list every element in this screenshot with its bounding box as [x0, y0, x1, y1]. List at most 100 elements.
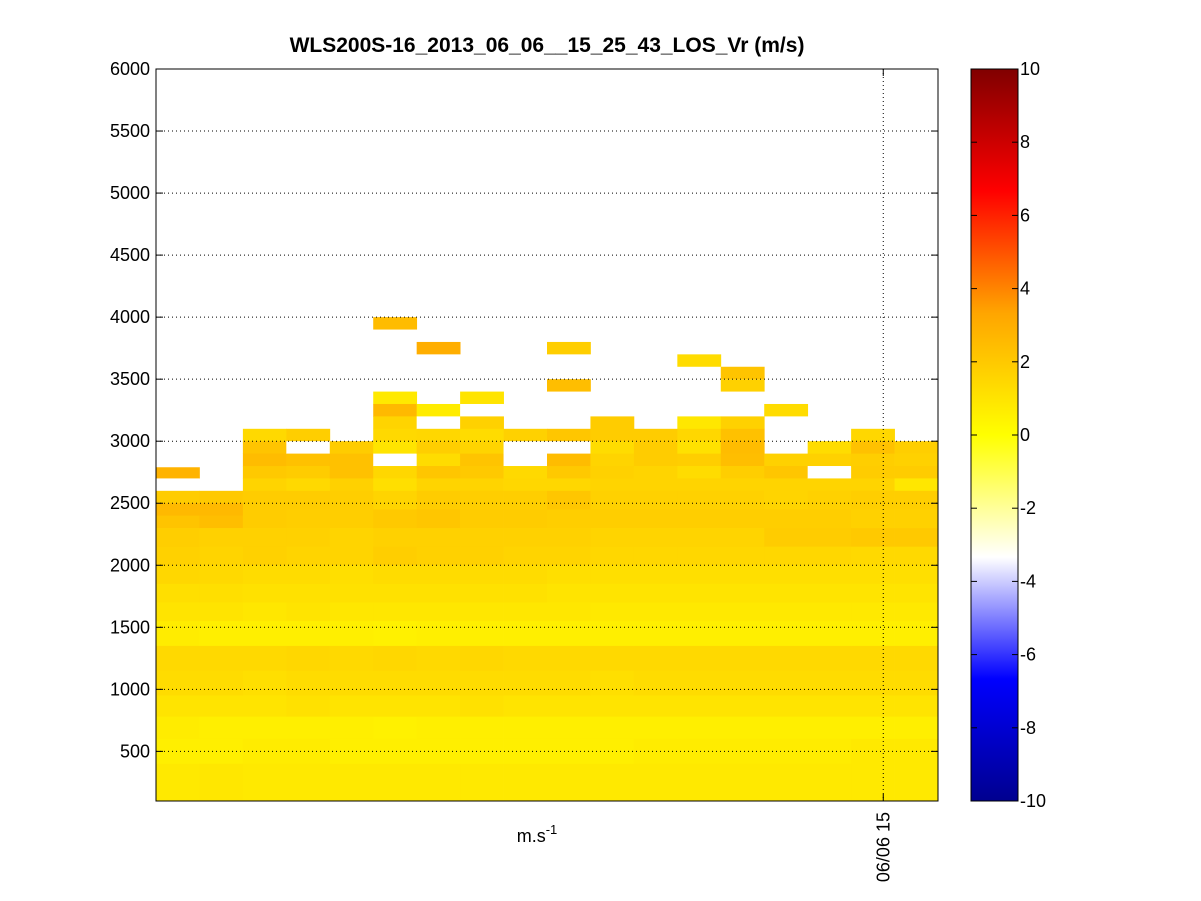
- heatmap-cell: [242, 763, 287, 802]
- heatmap-cell: [590, 602, 635, 622]
- heatmap-cell: [547, 583, 591, 603]
- heatmap-cell: [633, 441, 678, 455]
- heatmap-cell: [720, 478, 765, 492]
- heatmap-cell: [286, 441, 331, 455]
- heatmap-cell: [286, 546, 331, 566]
- heatmap-cell: [460, 546, 504, 566]
- heatmap-cell: [590, 490, 635, 510]
- heatmap-cell: [460, 478, 504, 492]
- heatmap-cell: [503, 621, 548, 647]
- heatmap-cell: [851, 716, 895, 740]
- heatmap-cell: [373, 645, 418, 672]
- heatmap-cell: [503, 546, 548, 566]
- heatmap-cell: [633, 602, 678, 622]
- heatmap-cell: [286, 466, 331, 479]
- heatmap-cell: [460, 453, 504, 467]
- heatmap-cell: [242, 583, 287, 603]
- heatmap-cell-isolated: [547, 341, 591, 355]
- heatmap-cell: [894, 441, 939, 455]
- heatmap-cell: [373, 441, 418, 455]
- y-tick-label: 2500: [110, 493, 150, 513]
- heatmap-cell: [807, 695, 852, 718]
- heatmap-cell: [590, 695, 635, 718]
- heatmap-cell: [677, 453, 722, 467]
- x-tick-label: 06/06 15: [873, 812, 893, 882]
- heatmap-cell: [199, 490, 244, 504]
- heatmap-cell: [590, 509, 635, 529]
- heatmap-cell: [373, 391, 418, 405]
- heatmap-cell: [416, 621, 461, 647]
- x-axis-label: m.s-1: [517, 822, 558, 846]
- heatmap-cell: [156, 716, 200, 740]
- heatmap-cell: [851, 763, 895, 802]
- heatmap-cell: [720, 416, 765, 430]
- heatmap-cell: [373, 490, 418, 510]
- heatmap-cell: [851, 428, 895, 442]
- heatmap-cell: [373, 453, 418, 467]
- heatmap-cell: [807, 546, 852, 566]
- heatmap-cell: [633, 528, 678, 548]
- y-tick-label: 3000: [110, 431, 150, 451]
- heatmap-cell: [373, 509, 418, 529]
- heatmap-cell: [373, 763, 418, 802]
- heatmap-cell: [547, 428, 591, 442]
- heatmap-cell: [329, 441, 374, 455]
- heatmap-cell: [677, 716, 722, 740]
- heatmap-cell: [460, 695, 504, 718]
- heatmap-cell: [677, 565, 722, 585]
- y-tick-label: 1000: [110, 679, 150, 699]
- heatmap-cell: [851, 528, 895, 548]
- y-tick-label: 4000: [110, 307, 150, 327]
- heatmap-cell: [503, 695, 548, 718]
- heatmap-cell: [764, 738, 809, 765]
- heatmap-cell: [503, 670, 548, 696]
- heatmap-cell: [156, 763, 200, 802]
- heatmap-cell: [590, 428, 635, 442]
- heatmap-cell: [851, 738, 895, 765]
- heatmap-cell: [156, 503, 200, 517]
- heatmap-cell: [503, 763, 548, 802]
- heatmap-cell: [199, 645, 244, 672]
- heatmap-cell: [286, 528, 331, 548]
- heatmap-cell: [460, 738, 504, 765]
- heatmap-cell: [199, 583, 244, 603]
- y-tick-label: 2000: [110, 555, 150, 575]
- heatmap-cell: [156, 546, 200, 566]
- heatmap-cell: [156, 670, 200, 696]
- heatmap-cell: [460, 528, 504, 548]
- heatmap-cell: [547, 509, 591, 529]
- heatmap-cell: [460, 621, 504, 647]
- heatmap-cell: [286, 490, 331, 510]
- heatmap-cell: [894, 565, 939, 585]
- heatmap-cell: [633, 565, 678, 585]
- heatmap-cell: [242, 621, 287, 647]
- heatmap-cell: [373, 583, 418, 603]
- heatmap-cell: [286, 428, 331, 442]
- heatmap-cell: [156, 490, 200, 504]
- heatmap-cell: [677, 546, 722, 566]
- heatmap-cell: [329, 478, 374, 492]
- heatmap-cell: [764, 763, 809, 802]
- heatmap-cell: [677, 441, 722, 455]
- heatmap-cell: [764, 695, 809, 718]
- heatmap-cell: [590, 453, 635, 467]
- heatmap-cell: [416, 716, 461, 740]
- heatmap-cell: [764, 565, 809, 585]
- heatmap-cell: [416, 416, 461, 430]
- heatmap-cell: [199, 503, 244, 517]
- heatmap-cell: [633, 478, 678, 492]
- heatmap-cell: [677, 738, 722, 765]
- heatmap-cell: [547, 763, 591, 802]
- heatmap-cell: [677, 416, 722, 430]
- colorbar-gradient: [971, 69, 1018, 801]
- heatmap-cell: [851, 466, 895, 479]
- heatmap-cell: [547, 695, 591, 718]
- colorbar-tick-label: 8: [1020, 132, 1030, 152]
- heatmap-cell: [894, 509, 939, 529]
- heatmap-cell: [720, 528, 765, 548]
- heatmap-cell: [242, 441, 287, 455]
- heatmap-cell: [807, 716, 852, 740]
- heatmap-cell: [199, 546, 244, 566]
- heatmap-cell: [460, 490, 504, 510]
- heatmap-cell: [633, 621, 678, 647]
